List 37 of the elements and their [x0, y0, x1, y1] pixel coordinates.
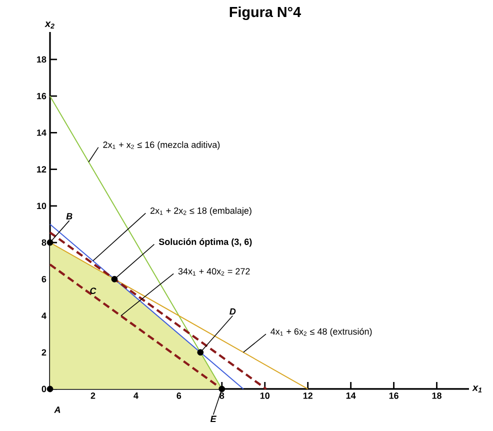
point [111, 276, 118, 282]
annotation: C [90, 288, 96, 294]
annotation: B [66, 213, 72, 220]
point [197, 349, 204, 356]
y-tick-label: 12 [37, 166, 46, 172]
annotation: 2x$_{1}$ + 2x$_{2}$ ≤ 18 (embalaje) [150, 207, 252, 216]
x-tick-label: 10 [260, 392, 270, 399]
x-tick-label: 18 [432, 392, 442, 399]
annotation: 4x$_{1}$ + 6x$_{2}$ ≤ 48 (extrusión) [270, 328, 372, 336]
x-tick-label: 6 [176, 392, 182, 399]
annotation: 34x$_{1}$ + 40x$_{2}$ = 272 [178, 268, 250, 276]
x-tick-label: 8 [220, 392, 224, 399]
point [218, 386, 226, 392]
x-axis-title: x$_{1}$ [472, 386, 482, 392]
y-tick-label: 10 [37, 202, 46, 210]
annotation: D [230, 308, 236, 315]
y-tick-label: 16 [37, 92, 46, 100]
x-tick-label: 4 [134, 392, 138, 399]
y-tick-label: 18 [37, 56, 46, 63]
x-tick-label: 14 [346, 392, 356, 399]
point [46, 239, 54, 246]
y-tick-label: 2 [42, 349, 46, 356]
y-axis-title: x$_{2}$ [44, 22, 54, 28]
annotation: Solución óptima (3, 6) [158, 238, 252, 247]
point [46, 386, 54, 392]
annotation: 2x$_{1}$ + x$_{2}$ ≤ 16 (mezcla aditiva) [103, 141, 220, 150]
y-tick-label: 14 [37, 130, 46, 136]
x-tick-label: 2 [90, 392, 96, 399]
y-tick-label: 8 [42, 239, 46, 246]
y-tick-label: 6 [42, 276, 46, 282]
annotation: A [54, 406, 60, 413]
x-tick-label: 12 [303, 392, 312, 399]
chart-title: Figura N°4 [230, 6, 302, 20]
x-tick-label: 16 [389, 392, 398, 399]
y-tick-label: 0 [42, 386, 46, 392]
y-tick-label: 4 [42, 312, 46, 319]
annotation: E [210, 416, 217, 422]
